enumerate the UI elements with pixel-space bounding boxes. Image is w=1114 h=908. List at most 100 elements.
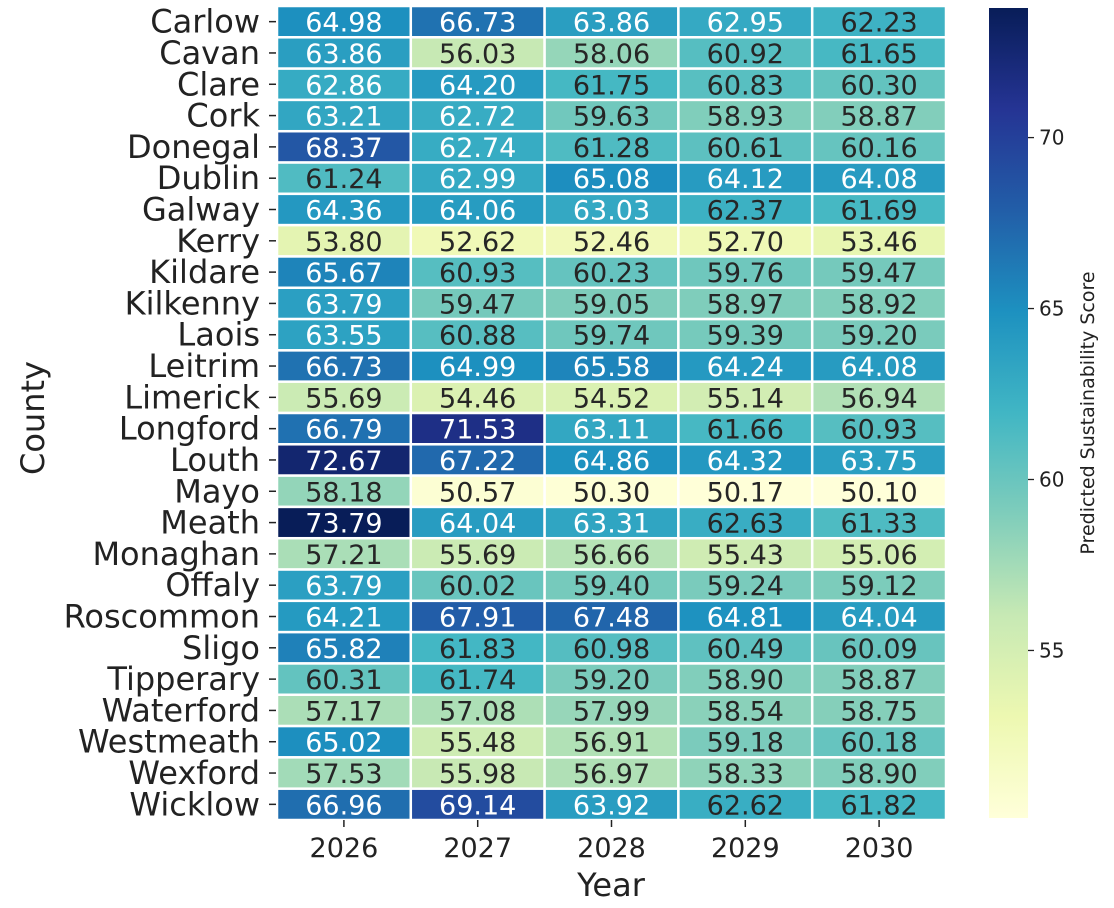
- heatmap-cell: [543, 474, 680, 509]
- cell-value-label: 58.87: [840, 102, 917, 133]
- cell-value-label: 61.65: [840, 39, 917, 70]
- cell-value-label: 63.86: [573, 8, 650, 39]
- cell-value-label: 58.75: [840, 696, 917, 727]
- cell-value-label: 59.63: [573, 102, 650, 133]
- cell-value-label: 64.99: [439, 352, 516, 383]
- county-label: Mayo: [174, 472, 260, 510]
- cell-value-label: 54.52: [573, 383, 650, 414]
- county-label: Cork: [186, 97, 260, 135]
- heatmap-cell: [543, 536, 680, 571]
- county-label: Clare: [177, 65, 260, 103]
- county-label: Laois: [177, 316, 260, 354]
- cell-value-label: 59.12: [840, 571, 917, 602]
- cell-value-label: 60.92: [707, 39, 784, 70]
- cell-value-label: 55.98: [439, 759, 516, 790]
- heatmap-cell: [409, 411, 546, 446]
- cell-value-label: 58.97: [707, 289, 784, 320]
- cell-value-label: 62.72: [439, 102, 516, 133]
- cell-value-label: 64.04: [840, 603, 917, 634]
- cell-value-label: 63.92: [573, 790, 650, 821]
- heatmap-cell: [810, 756, 948, 790]
- x-axis-title: Year: [576, 866, 646, 904]
- cell-value-label: 69.14: [439, 790, 516, 821]
- cell-value-label: 52.62: [439, 227, 516, 258]
- county-label: Offaly: [165, 566, 260, 604]
- cell-value-label: 57.21: [305, 540, 382, 571]
- cell-value-label: 50.17: [707, 477, 784, 508]
- heatmap-cell: [810, 599, 948, 634]
- cell-value-label: 61.24: [305, 164, 382, 195]
- heatmap-cell: [810, 474, 948, 509]
- cell-value-label: 61.28: [573, 133, 650, 164]
- heatmap-cell: [677, 380, 814, 415]
- county-axis: CarlowCavanClareCorkDonegalDublinGalwayK…: [64, 3, 276, 823]
- cell-value-label: 56.03: [439, 39, 516, 70]
- cell-value-label: 61.83: [439, 634, 516, 665]
- cell-value-label: 55.43: [707, 540, 784, 571]
- cell-value-label: 62.74: [439, 133, 516, 164]
- cell-value-label: 66.79: [305, 415, 382, 446]
- cell-value-label: 59.76: [707, 258, 784, 289]
- cell-value-label: 59.24: [707, 571, 784, 602]
- year-label: 2027: [443, 833, 512, 864]
- heatmap-cell: [409, 223, 546, 258]
- cell-value-label: 60.30: [840, 70, 917, 101]
- cell-value-label: 62.86: [305, 70, 382, 101]
- heatmap-cell: [275, 505, 413, 540]
- year-label: 2028: [577, 833, 646, 864]
- cell-value-label: 58.18: [305, 477, 382, 508]
- cell-value-label: 60.93: [840, 415, 917, 446]
- county-label: Waterford: [102, 691, 260, 729]
- heatmap-cell: [409, 756, 546, 790]
- heatmap-cell: [810, 161, 948, 196]
- heatmap-cell: [543, 662, 680, 697]
- county-label: Leitrim: [148, 347, 260, 385]
- county-label: Kilkenny: [125, 284, 260, 322]
- heatmap-cell: [810, 724, 948, 759]
- cell-value-label: 72.67: [305, 446, 382, 477]
- heatmap-cell: [677, 349, 814, 383]
- heatmap-cell: [677, 474, 814, 509]
- cell-value-label: 64.08: [840, 352, 917, 383]
- cell-value-label: 58.92: [840, 289, 917, 320]
- colorbar-tick-label: 70: [1039, 126, 1064, 150]
- heatmap-cell: [275, 787, 413, 822]
- heatmap-cell: [543, 129, 680, 164]
- cell-value-label: 59.40: [573, 571, 650, 602]
- cell-value-label: 73.79: [305, 509, 382, 540]
- heatmap-cells: 64.98 66.73 63.86 62.95 62.23 63.86 56.03 58.06…: [275, 4, 948, 822]
- heatmap-cell: [677, 536, 814, 571]
- heatmap-cell: [810, 255, 948, 290]
- heatmap-cell: [543, 443, 680, 477]
- cell-value-label: 63.11: [573, 415, 650, 446]
- cell-value-label: 53.80: [305, 227, 382, 258]
- county-label: Kildare: [149, 253, 260, 291]
- cell-value-label: 61.33: [840, 509, 917, 540]
- heatmap-cell: [275, 98, 413, 133]
- heatmap-cell: [543, 599, 680, 634]
- heatmap-cell: [275, 192, 413, 227]
- cell-value-label: 61.69: [840, 196, 917, 227]
- cell-value-label: 58.06: [573, 39, 650, 70]
- heatmap-cell: [275, 317, 413, 352]
- heatmap-cell: [677, 411, 814, 446]
- cell-value-label: 66.73: [305, 352, 382, 383]
- cell-value-label: 60.49: [707, 634, 784, 665]
- cell-value-label: 56.66: [573, 540, 650, 571]
- heatmap-cell: [409, 443, 546, 477]
- cell-value-label: 65.08: [573, 164, 650, 195]
- cell-value-label: 65.67: [305, 258, 382, 289]
- cell-value-label: 64.81: [707, 603, 784, 634]
- heatmap-cell: [275, 724, 413, 759]
- heatmap-cell: [409, 98, 546, 133]
- heatmap-cell: [275, 756, 413, 790]
- heatmap-cell: [677, 161, 814, 196]
- cell-value-label: 63.55: [305, 321, 382, 352]
- county-label: Monaghan: [92, 535, 260, 573]
- year-label: 2029: [711, 833, 780, 864]
- heatmap-cell: [677, 317, 814, 352]
- county-label: Cavan: [159, 34, 260, 72]
- cell-value-label: 59.74: [573, 321, 650, 352]
- cell-value-label: 55.48: [439, 728, 516, 759]
- cell-value-label: 55.69: [305, 383, 382, 414]
